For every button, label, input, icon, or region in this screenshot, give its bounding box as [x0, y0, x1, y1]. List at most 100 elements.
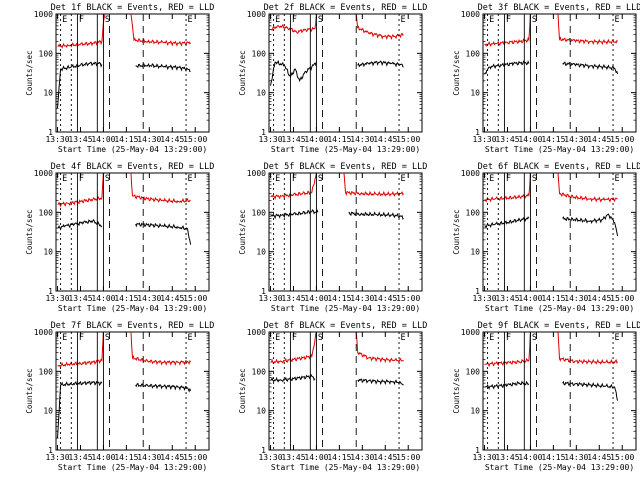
x-tick-label: 13:45 — [281, 135, 305, 144]
x-axis-label: Start Time (25-May-04 13:29:00) — [58, 304, 207, 313]
events-series-line — [484, 60, 530, 75]
y-tick-label: 100 — [466, 49, 481, 58]
marker-label-e: E — [401, 333, 406, 343]
events-series-line — [562, 380, 619, 401]
x-tick-label: 14:45 — [160, 294, 184, 303]
y-tick-label: 100 — [252, 49, 267, 58]
marker-label-f: F — [506, 174, 511, 184]
y-tick-label: 1000 — [34, 169, 53, 178]
marker-label-e: E — [188, 15, 193, 25]
marker-label-s: S — [105, 333, 110, 343]
axes-frame — [482, 172, 637, 292]
y-axis-label: Counts/sec — [25, 368, 34, 413]
detector-chart-3: Det 3f BLACK = Events, RED = LLD 1 10 100 10… — [452, 3, 640, 154]
marker-label-s: S — [105, 15, 110, 25]
y-axis-label: Counts/sec — [452, 368, 461, 413]
x-axis-label: Start Time (25-May-04 13:29:00) — [271, 463, 420, 472]
x-tick-label: 15:00 — [610, 453, 634, 462]
y-axis-label: Counts/sec — [238, 50, 247, 95]
y-tick-label: 1000 — [34, 10, 53, 19]
y-axis-label: Counts/sec — [452, 50, 461, 95]
x-tick-label: 14:30 — [350, 135, 374, 144]
x-tick-label: 15:00 — [396, 453, 420, 462]
lld-series-line — [130, 13, 191, 47]
detector-chart-8: Det 8f BLACK = Events, RED = LLD 1 10 100 10… — [238, 321, 427, 472]
marker-label-e: E — [62, 15, 67, 25]
x-tick-label: 13:30 — [472, 135, 496, 144]
marker-label-s: S — [105, 174, 110, 184]
marker-label-e: E — [275, 174, 280, 184]
chart-title: Det 9f BLACK = Events, RED = LLD — [478, 321, 640, 331]
marker-label-e: E — [489, 174, 494, 184]
x-tick-label: 13:45 — [281, 453, 305, 462]
x-tick-label: 14:00 — [518, 294, 542, 303]
chart-title: Det 7f BLACK = Events, RED = LLD — [51, 321, 215, 331]
y-tick-label: 1000 — [461, 169, 480, 178]
detector-chart-1: Det 1f BLACK = Events, RED = LLD 1 10 100 10… — [25, 3, 214, 154]
y-tick-label: 1 — [475, 446, 480, 455]
events-series-line — [562, 61, 619, 75]
axes-frame — [268, 13, 423, 133]
x-tick-label: 14:00 — [91, 294, 115, 303]
x-tick-label: 14:45 — [160, 453, 184, 462]
x-tick-label: 14:30 — [350, 294, 374, 303]
x-tick-label: 14:15 — [541, 453, 565, 462]
x-tick-label: 13:30 — [45, 135, 69, 144]
y-tick-label: 10 — [470, 407, 480, 416]
marker-label-f: F — [292, 174, 297, 184]
events-series-line — [562, 213, 619, 237]
lld-series-line — [270, 13, 317, 34]
y-axis-label: Counts/sec — [238, 368, 247, 413]
x-axis-label: Start Time (25-May-04 13:29:00) — [58, 463, 207, 472]
lld-series-line — [484, 331, 531, 368]
events-series-line — [135, 382, 192, 393]
marker-label-e: E — [275, 15, 280, 25]
marker-label-s: S — [318, 174, 323, 184]
x-tick-label: 14:30 — [137, 453, 161, 462]
x-tick-label: 13:45 — [495, 135, 519, 144]
y-tick-label: 100 — [466, 208, 481, 217]
y-tick-label: 100 — [39, 367, 54, 376]
chart-title: Det 2f BLACK = Events, RED = LLD — [264, 3, 428, 13]
detector-chart-4: Det 4f BLACK = Events, RED = LLD 1 10 100 10… — [25, 162, 214, 313]
y-tick-label: 1 — [261, 128, 266, 137]
marker-label-e: E — [188, 333, 193, 343]
x-tick-label: 15:00 — [183, 135, 207, 144]
x-tick-label: 14:00 — [304, 135, 328, 144]
x-tick-label: 14:30 — [564, 294, 588, 303]
marker-label-e: E — [275, 333, 280, 343]
x-axis-label: Start Time (25-May-04 13:29:00) — [271, 145, 420, 154]
marker-label-f: F — [79, 15, 84, 25]
marker-label-e: E — [62, 333, 67, 343]
marker-label-e: E — [615, 333, 620, 343]
x-axis-label: Start Time (25-May-04 13:29:00) — [271, 304, 420, 313]
x-tick-label: 14:00 — [518, 135, 542, 144]
x-tick-label: 14:45 — [587, 453, 611, 462]
marker-label-f: F — [292, 333, 297, 343]
x-tick-label: 15:00 — [183, 453, 207, 462]
lld-series-line — [557, 172, 618, 203]
x-tick-label: 13:30 — [45, 294, 69, 303]
marker-label-f: F — [292, 15, 297, 25]
x-tick-label: 14:15 — [327, 135, 351, 144]
y-tick-label: 100 — [466, 367, 481, 376]
x-tick-label: 13:45 — [68, 135, 92, 144]
events-series-line — [57, 380, 103, 439]
events-series-line — [357, 378, 404, 386]
marker-label-s: S — [532, 15, 537, 25]
lld-series-line — [57, 172, 104, 208]
x-tick-label: 14:15 — [114, 453, 138, 462]
marker-label-f: F — [506, 333, 511, 343]
x-tick-label: 13:45 — [495, 453, 519, 462]
x-tick-label: 13:45 — [495, 294, 519, 303]
x-tick-label: 14:15 — [114, 135, 138, 144]
chart-title: Det 5f BLACK = Events, RED = LLD — [264, 162, 428, 172]
x-tick-label: 14:30 — [137, 294, 161, 303]
lld-series-line — [557, 331, 618, 365]
x-tick-label: 15:00 — [183, 294, 207, 303]
axes-frame — [482, 13, 637, 133]
x-tick-label: 14:45 — [373, 135, 397, 144]
y-tick-label: 1 — [475, 287, 480, 296]
x-tick-label: 15:00 — [610, 294, 634, 303]
